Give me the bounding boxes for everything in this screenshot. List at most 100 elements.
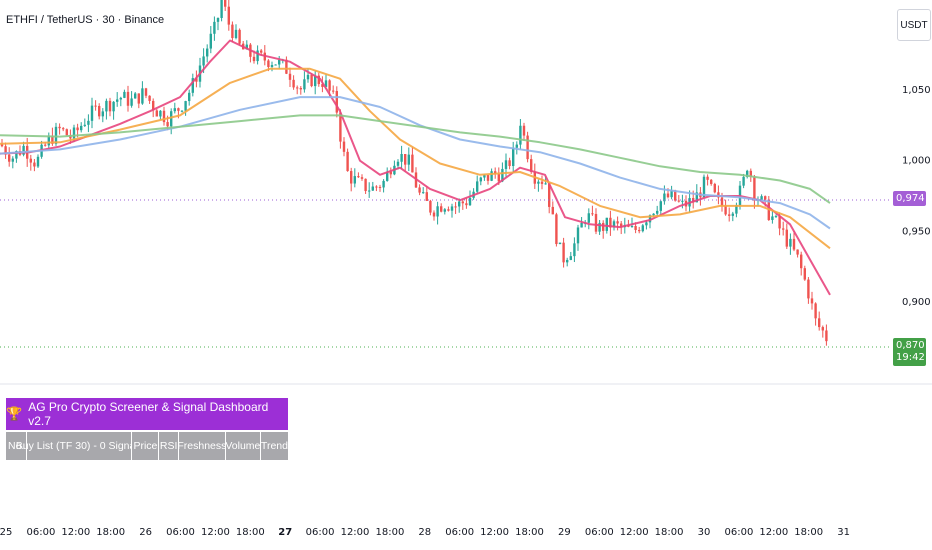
candle-body (72, 127, 76, 139)
moving-average-line-2 (0, 96, 831, 230)
candle-body (400, 154, 403, 162)
candle-body (108, 100, 112, 112)
time-tick-2: 12:00 (61, 527, 90, 538)
candle-body (83, 124, 86, 126)
candle-body (443, 209, 446, 212)
candle-body (98, 105, 101, 117)
candle-body (735, 205, 738, 214)
candle-body (429, 200, 432, 213)
candle-body (436, 206, 439, 217)
candle-body (119, 97, 122, 100)
candle-body (526, 135, 529, 160)
price-tick-3: 0,900 (902, 297, 931, 308)
candle-body (522, 125, 526, 136)
time-tick-8: 27 (278, 527, 292, 538)
candle-body (479, 177, 482, 182)
candle-body (152, 100, 155, 111)
candle-body (90, 105, 94, 121)
candle-body (202, 56, 205, 66)
bar-countdown: 19:42 (896, 352, 925, 363)
candle-body (195, 78, 198, 82)
candle-body (188, 92, 191, 102)
candle-body (101, 111, 104, 117)
candle-body (422, 192, 425, 194)
candle-body (364, 178, 367, 192)
candle-body (191, 78, 194, 93)
candle-body (58, 126, 61, 129)
candle-body (612, 221, 616, 228)
candle-body (789, 238, 792, 247)
candle-body (702, 176, 706, 198)
candle-body (497, 174, 500, 182)
candle-body (580, 222, 583, 228)
time-tick-10: 12:00 (341, 527, 370, 538)
time-tick-14: 12:00 (480, 527, 509, 538)
candle-body (148, 95, 151, 101)
candle-body (360, 177, 364, 179)
candle-body (508, 160, 511, 167)
candle-body (418, 187, 421, 193)
candle-body (310, 74, 313, 87)
candle-body (62, 128, 65, 130)
candle-body (774, 215, 778, 217)
candle-body (180, 110, 184, 112)
candle-body (209, 33, 212, 49)
time-tick-24: 31 (837, 527, 850, 538)
candle-body (764, 196, 767, 200)
candle-body (494, 171, 497, 175)
candle-body (177, 108, 180, 111)
candle-body (720, 197, 724, 206)
candle-body (123, 91, 126, 98)
candle-body (692, 198, 695, 203)
candle-body (332, 90, 335, 92)
candle-body (742, 176, 745, 186)
candle-body (609, 217, 612, 228)
candle-body (540, 181, 544, 184)
candle-body (490, 171, 493, 181)
moving-average-line-1 (0, 67, 831, 250)
candle-body (425, 192, 428, 201)
time-tick-13: 06:00 (445, 527, 474, 538)
time-tick-1: 06:00 (26, 527, 55, 538)
candle-body (33, 162, 36, 167)
candle-body (184, 101, 187, 111)
candle-body (814, 303, 817, 319)
candle-body (382, 180, 385, 188)
candle-body (450, 206, 454, 211)
candle-body (598, 222, 601, 232)
candle-body (54, 126, 58, 144)
candle-body (137, 93, 140, 104)
time-tick-7: 18:00 (236, 527, 265, 538)
candle-body (551, 206, 554, 215)
candle-body (753, 176, 756, 201)
candle-body (641, 225, 644, 232)
last-price-tag: 0,870 19:42 (893, 338, 926, 366)
candle-body (8, 154, 11, 162)
candle-body (792, 238, 796, 250)
candle-body (47, 135, 50, 146)
candle-body (65, 129, 68, 136)
candle-body (306, 74, 310, 80)
candle-body (573, 243, 576, 257)
candle-body (562, 242, 565, 263)
chart-title: ETHFI / TetherUS · 30 · Binance (6, 14, 165, 26)
price-tick-2: 0,950 (902, 226, 931, 237)
candle-body (652, 213, 655, 216)
candle-body (141, 88, 144, 104)
candle-body (713, 183, 716, 193)
candle-body (231, 24, 234, 39)
candle-body (724, 205, 727, 215)
candle-body (159, 110, 162, 117)
candle-body (29, 158, 32, 163)
candle-body (353, 176, 356, 184)
dashboard-title: AG Pro Crypto Screener & Signal Dashboar… (28, 400, 269, 428)
currency-button[interactable]: USDT (897, 9, 931, 41)
candle-body (634, 225, 637, 230)
candle-body (0, 143, 4, 147)
candle-body (519, 125, 522, 145)
time-tick-23: 18:00 (794, 527, 823, 538)
time-tick-18: 12:00 (620, 527, 649, 538)
candle-body (94, 105, 97, 107)
candle-body (504, 160, 508, 169)
